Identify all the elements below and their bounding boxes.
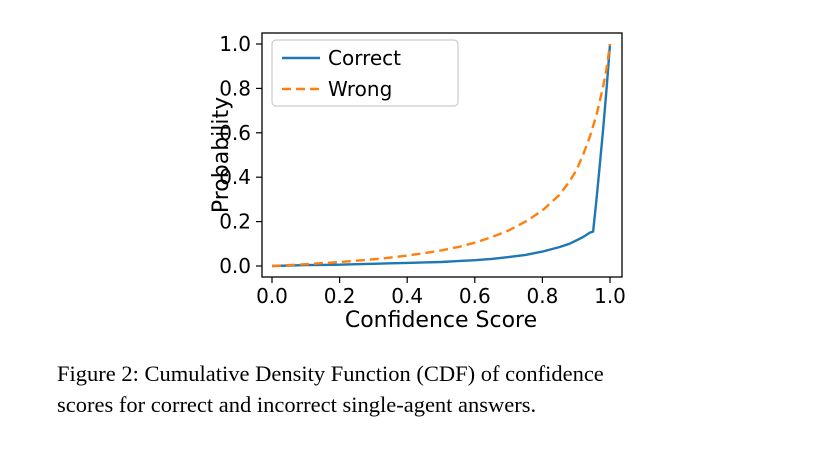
x-tick-label: 0.0 bbox=[256, 284, 288, 308]
plot-spines bbox=[261, 32, 623, 278]
x-tick-label: 0.4 bbox=[391, 284, 423, 308]
y-tick-label: 0.2 bbox=[219, 210, 251, 234]
x-tick-label: 0.6 bbox=[459, 284, 491, 308]
y-tick-label: 0.8 bbox=[219, 76, 251, 100]
x-tick-label: 0.2 bbox=[324, 284, 356, 308]
y-axis-label: Probability bbox=[209, 97, 234, 213]
y-tick-label: 1.0 bbox=[219, 32, 251, 56]
caption-line-1: Figure 2: Cumulative Density Function (C… bbox=[57, 361, 604, 386]
x-tick-label: 1.0 bbox=[594, 284, 626, 308]
legend-label-correct: Correct bbox=[328, 46, 401, 70]
y-tick-label: 0.4 bbox=[219, 165, 251, 189]
cdf-chart: 0.0 0.2 0.4 0.6 0.8 1.0 0.0 0.2 0.4 0.6 0.8 1.0 Conf… bbox=[209, 32, 626, 333]
caption-line-2: scores for correct and incorrect single-… bbox=[57, 392, 537, 417]
series-line-wrong bbox=[271, 43, 612, 268]
series-line-correct bbox=[271, 43, 612, 268]
x-tick-label: 0.8 bbox=[526, 284, 558, 308]
legend-label-wrong: Wrong bbox=[328, 77, 392, 101]
cdf-chart-svg: 0.0 0.2 0.4 0.6 0.8 1.0 0.0 0.2 0.4 0.6 0.8 1.0 Conf… bbox=[209, 32, 626, 333]
x-axis-label: Confidence Score bbox=[345, 308, 537, 333]
figure-caption: Figure 2: Cumulative Density Function (C… bbox=[57, 358, 797, 420]
y-tick-label: 0.0 bbox=[219, 254, 251, 278]
y-tick-label: 0.6 bbox=[219, 121, 251, 145]
